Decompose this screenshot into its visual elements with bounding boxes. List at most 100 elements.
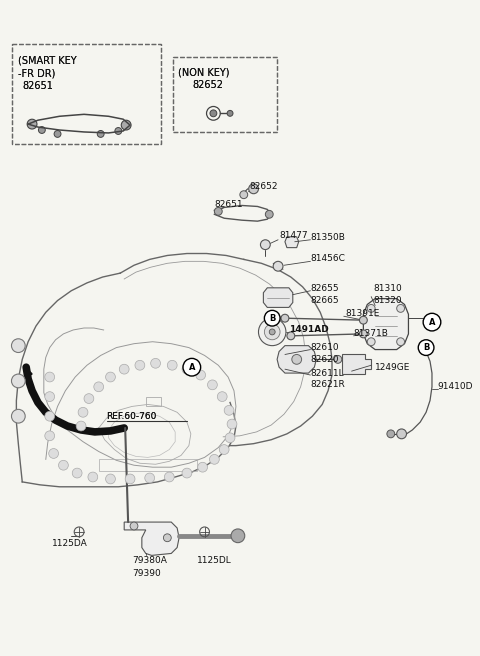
Text: REF.60-760: REF.60-760 — [107, 413, 157, 421]
Circle shape — [367, 338, 375, 346]
Text: 1125DL: 1125DL — [197, 556, 231, 565]
Circle shape — [78, 407, 88, 417]
Circle shape — [249, 184, 259, 194]
Circle shape — [269, 329, 275, 335]
Circle shape — [224, 405, 234, 415]
Circle shape — [227, 110, 233, 116]
Circle shape — [287, 332, 295, 340]
Text: 1249GE: 1249GE — [375, 363, 410, 372]
Circle shape — [196, 370, 205, 380]
Circle shape — [360, 316, 367, 324]
Circle shape — [45, 411, 55, 421]
Text: 82651: 82651 — [22, 81, 53, 91]
Circle shape — [76, 421, 86, 431]
Circle shape — [27, 119, 37, 129]
Circle shape — [49, 449, 59, 459]
Polygon shape — [124, 522, 179, 556]
Circle shape — [217, 392, 227, 401]
Text: 82655: 82655 — [311, 284, 339, 293]
Circle shape — [12, 409, 25, 423]
Circle shape — [94, 382, 104, 392]
Circle shape — [120, 364, 129, 374]
Circle shape — [215, 207, 222, 215]
Circle shape — [183, 358, 201, 376]
Circle shape — [168, 360, 177, 370]
Polygon shape — [285, 237, 299, 247]
Circle shape — [151, 358, 160, 368]
Text: 82620: 82620 — [311, 355, 339, 364]
Text: 82651: 82651 — [22, 81, 53, 91]
Text: REF.60-760: REF.60-760 — [107, 413, 157, 421]
Circle shape — [240, 191, 248, 199]
Polygon shape — [264, 288, 293, 308]
Text: 81310: 81310 — [373, 284, 402, 293]
Circle shape — [135, 360, 145, 370]
Circle shape — [396, 338, 405, 346]
Text: 81350B: 81350B — [311, 234, 345, 242]
Text: 79380A: 79380A — [132, 556, 167, 565]
Text: 82621R: 82621R — [311, 380, 345, 390]
Circle shape — [259, 318, 286, 346]
Text: (SMART KEY: (SMART KEY — [18, 56, 77, 66]
Text: 1491AD: 1491AD — [289, 325, 329, 335]
Circle shape — [396, 429, 407, 439]
Circle shape — [281, 314, 289, 322]
Text: 81477: 81477 — [279, 232, 308, 240]
Circle shape — [45, 431, 55, 441]
Circle shape — [360, 330, 367, 338]
Circle shape — [84, 394, 94, 403]
Text: 81456C: 81456C — [311, 254, 345, 263]
Text: 91410D: 91410D — [438, 382, 473, 392]
Circle shape — [209, 455, 219, 464]
Text: 82611L: 82611L — [311, 369, 344, 378]
Circle shape — [227, 419, 237, 429]
Circle shape — [367, 304, 375, 312]
Circle shape — [264, 310, 280, 326]
Circle shape — [292, 354, 301, 364]
Text: 82652: 82652 — [193, 80, 224, 90]
Circle shape — [264, 324, 280, 340]
Polygon shape — [277, 346, 316, 373]
Text: (NON KEY): (NON KEY) — [178, 68, 229, 77]
Text: 82651: 82651 — [215, 200, 243, 209]
Circle shape — [207, 380, 217, 390]
Text: 82665: 82665 — [311, 296, 339, 305]
Circle shape — [396, 304, 405, 312]
Circle shape — [219, 445, 229, 455]
Text: 79390: 79390 — [132, 569, 161, 577]
Text: -FR DR): -FR DR) — [18, 68, 56, 78]
Circle shape — [387, 430, 395, 438]
Circle shape — [182, 364, 192, 374]
Circle shape — [106, 474, 115, 484]
Text: B: B — [269, 314, 276, 323]
Circle shape — [198, 462, 207, 472]
Text: (SMART KEY: (SMART KEY — [18, 56, 77, 66]
Circle shape — [273, 261, 283, 271]
Circle shape — [12, 338, 25, 352]
Text: B: B — [423, 343, 429, 352]
Text: A: A — [189, 363, 195, 372]
Circle shape — [88, 472, 98, 482]
Circle shape — [54, 131, 61, 137]
Circle shape — [115, 127, 122, 134]
Text: (NON KEY): (NON KEY) — [178, 68, 229, 77]
Circle shape — [130, 522, 138, 530]
Circle shape — [164, 472, 174, 482]
Circle shape — [225, 433, 235, 443]
Circle shape — [265, 211, 273, 218]
Text: 82610: 82610 — [311, 343, 339, 352]
Circle shape — [261, 240, 270, 249]
Circle shape — [59, 461, 68, 470]
Polygon shape — [342, 354, 371, 374]
Circle shape — [125, 474, 135, 484]
Circle shape — [38, 127, 45, 133]
Circle shape — [121, 120, 131, 130]
Text: -FR DR): -FR DR) — [18, 68, 56, 78]
Text: 81371B: 81371B — [354, 329, 388, 338]
Text: A: A — [429, 318, 435, 327]
Circle shape — [418, 340, 434, 356]
Circle shape — [334, 356, 342, 363]
Circle shape — [145, 473, 155, 483]
Circle shape — [72, 468, 82, 478]
Circle shape — [182, 468, 192, 478]
